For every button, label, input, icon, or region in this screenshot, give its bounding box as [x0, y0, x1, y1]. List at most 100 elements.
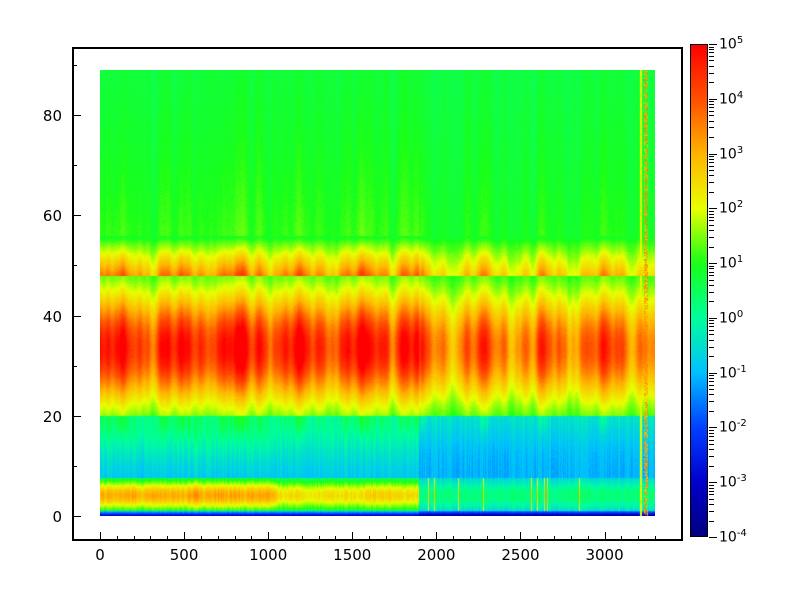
colorbar-tick — [709, 159, 714, 160]
colorbar-label-exponent: 3 — [736, 144, 744, 156]
colorbar-tick-label: 103 — [719, 144, 744, 161]
x-tick — [453, 536, 454, 541]
x-tick-label: 0 — [95, 546, 105, 564]
colorbar-tick — [709, 56, 714, 57]
colorbar-tick — [709, 433, 714, 434]
colorbar-tick — [709, 266, 714, 267]
colorbar-tick — [709, 385, 714, 386]
colorbar-tick — [709, 356, 714, 357]
spectrogram-image — [100, 70, 655, 516]
colorbar-label-exponent: 1 — [736, 254, 744, 266]
colorbar-tick — [709, 101, 714, 102]
colorbar-tick — [709, 280, 714, 281]
colorbar-tick — [709, 504, 714, 505]
colorbar-tick — [709, 389, 714, 390]
x-tick — [335, 536, 336, 541]
colorbar-tick — [709, 263, 717, 264]
colorbar-tick — [709, 175, 714, 176]
x-tick — [403, 536, 404, 541]
colorbar-label-mantissa: 10 — [719, 420, 737, 437]
x-tick — [100, 532, 101, 541]
y-tick — [72, 65, 77, 66]
colorbar-tick — [709, 137, 714, 138]
colorbar-label-exponent: -4 — [736, 528, 747, 539]
colorbar-tick — [709, 482, 717, 483]
colorbar-tick — [709, 499, 714, 500]
x-tick — [487, 536, 488, 541]
colorbar-tick — [709, 217, 714, 218]
colorbar-tick — [709, 60, 714, 61]
colorbar-tick — [709, 166, 714, 167]
colorbar-label-exponent: -3 — [736, 473, 747, 485]
x-tick — [605, 532, 606, 541]
colorbar-tick — [709, 107, 714, 108]
colorbar-label-mantissa: 10 — [719, 255, 737, 272]
x-tick — [319, 536, 320, 541]
y-tick — [72, 215, 81, 216]
colorbar-tick — [709, 285, 714, 286]
colorbar-tick — [709, 211, 714, 212]
x-tick — [167, 536, 168, 541]
colorbar-tick — [709, 220, 714, 221]
colorbar-tick — [709, 82, 714, 83]
colorbar-label-mantissa: 10 — [719, 91, 737, 108]
colorbar-label-mantissa: 10 — [719, 365, 737, 382]
colorbar-tick — [709, 334, 714, 335]
colorbar-tick — [709, 488, 714, 489]
colorbar-label-exponent: 5 — [736, 35, 744, 46]
colorbar-tick — [709, 401, 714, 402]
x-tick — [150, 536, 151, 541]
colorbar-tick — [709, 104, 714, 105]
colorbar-tick — [709, 323, 714, 324]
colorbar-tick — [709, 378, 714, 379]
colorbar-tick — [709, 326, 714, 327]
y-tick-label: 60 — [42, 207, 62, 226]
colorbar-label-exponent: -2 — [736, 418, 747, 430]
colorbar-tick — [709, 225, 714, 226]
colorbar-label-mantissa: 10 — [719, 200, 737, 217]
x-tick — [201, 536, 202, 541]
colorbar-tick — [709, 381, 714, 382]
colorbar-tick — [709, 156, 714, 157]
colorbar-tick — [709, 237, 714, 238]
colorbar-tick — [709, 340, 714, 341]
y-tick — [72, 265, 77, 266]
x-tick — [184, 532, 185, 541]
colorbar-label-mantissa: 10 — [719, 474, 737, 491]
x-tick — [302, 536, 303, 541]
colorbar-label-mantissa: 10 — [719, 36, 737, 53]
colorbar-label-exponent: 0 — [736, 308, 744, 320]
colorbar-gradient — [691, 45, 707, 536]
colorbar-tick — [709, 449, 714, 450]
y-tick — [72, 366, 77, 367]
x-tick — [352, 532, 353, 541]
colorbar-tick — [709, 511, 714, 512]
y-tick-label: 0 — [52, 508, 62, 526]
colorbar-tick-label: 101 — [719, 255, 743, 271]
y-tick — [72, 115, 81, 116]
colorbar-tick — [709, 521, 714, 522]
colorbar-tick — [709, 49, 714, 50]
x-tick — [571, 536, 572, 541]
colorbar-tick-label: 10-3 — [719, 474, 747, 490]
x-tick — [588, 536, 589, 541]
colorbar-tick — [709, 330, 714, 331]
colorbar-tick — [709, 485, 714, 486]
x-tick — [235, 536, 236, 541]
colorbar-label-exponent: 4 — [736, 89, 744, 101]
colorbar-tick — [709, 115, 714, 116]
x-tick — [218, 536, 219, 541]
x-tick — [251, 536, 252, 541]
x-tick — [520, 532, 521, 541]
colorbar-tick — [709, 268, 714, 269]
colorbar-tick — [709, 320, 714, 321]
colorbar-tick-label: 10-4 — [719, 529, 747, 545]
x-tick-label: 3000 — [585, 546, 624, 564]
colorbar-tick-label: 100 — [719, 308, 744, 325]
colorbar-tick — [709, 491, 714, 492]
colorbar-tick — [709, 247, 714, 248]
colorbar-tick — [709, 192, 714, 193]
x-tick — [268, 532, 269, 541]
y-tick — [72, 416, 81, 417]
colorbar-tick — [709, 52, 714, 53]
